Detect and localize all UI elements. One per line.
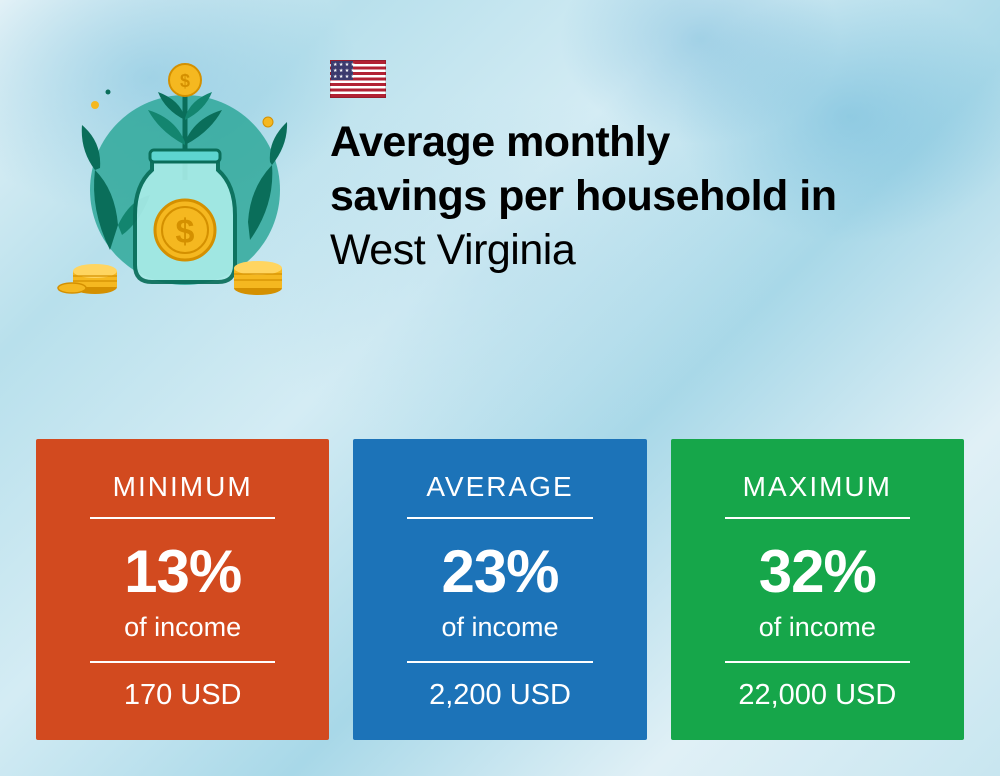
card-percent: 23%	[381, 537, 618, 606]
divider	[725, 661, 910, 663]
svg-text:$: $	[180, 71, 190, 91]
stat-cards-row: MINIMUM 13% of income 170 USD AVERAGE 23…	[36, 439, 964, 740]
card-label: MAXIMUM	[699, 471, 936, 503]
card-subtext: of income	[699, 612, 936, 643]
title-block: Average monthly savings per household in…	[330, 50, 960, 277]
card-subtext: of income	[381, 612, 618, 643]
title-line-1: Average monthly	[330, 116, 960, 170]
card-percent: 13%	[64, 537, 301, 606]
card-label: MINIMUM	[64, 471, 301, 503]
savings-jar-illustration: $ $	[40, 50, 300, 310]
svg-text:$: $	[176, 213, 195, 251]
card-amount: 170 USD	[64, 679, 301, 712]
header-section: $ $	[40, 50, 960, 310]
card-amount: 22,000 USD	[699, 679, 936, 712]
card-maximum: MAXIMUM 32% of income 22,000 USD	[671, 439, 964, 740]
card-subtext: of income	[64, 612, 301, 643]
divider	[725, 517, 910, 519]
usa-flag-icon	[330, 60, 386, 98]
title-line-2: savings per household in	[330, 170, 960, 224]
title-location: West Virginia	[330, 224, 960, 278]
divider	[407, 517, 592, 519]
card-percent: 32%	[699, 537, 936, 606]
card-average: AVERAGE 23% of income 2,200 USD	[353, 439, 646, 740]
divider	[90, 661, 275, 663]
card-minimum: MINIMUM 13% of income 170 USD	[36, 439, 329, 740]
card-label: AVERAGE	[381, 471, 618, 503]
divider	[90, 517, 275, 519]
card-amount: 2,200 USD	[381, 679, 618, 712]
divider	[407, 661, 592, 663]
